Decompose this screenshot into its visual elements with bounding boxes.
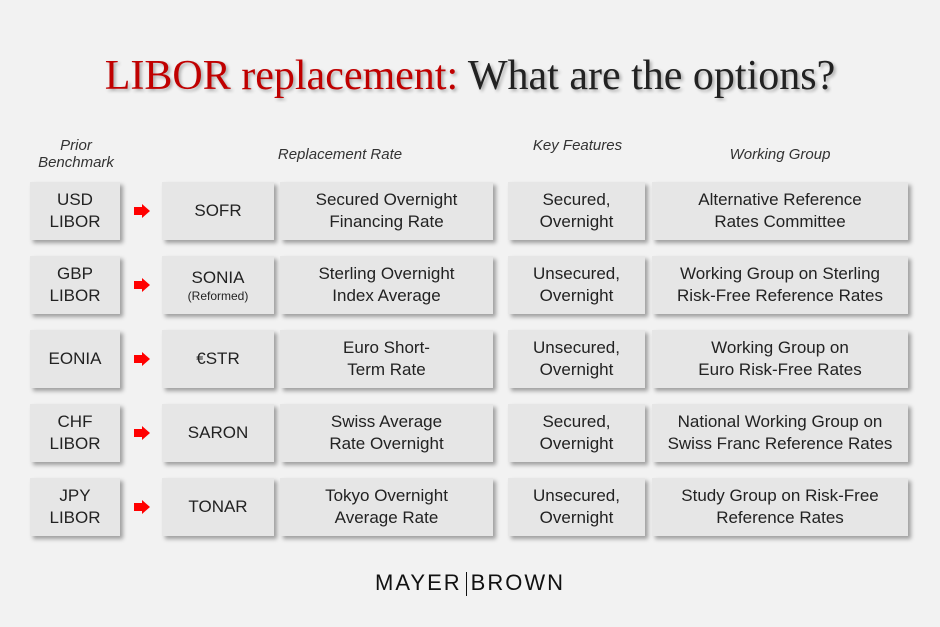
cell-text: TONAR — [188, 497, 248, 516]
cell-group: Working Group on Sterling Risk-Free Refer… — [652, 256, 908, 314]
cell-text: Alternative Reference — [698, 190, 862, 209]
cell-text: LIBOR — [49, 212, 101, 231]
cell-name: Sterling Overnight Index Average — [280, 256, 493, 314]
cell-text: USD — [57, 190, 93, 209]
cell-code: SONIA (Reformed) — [162, 256, 274, 314]
cell-group: National Working Group on Swiss Franc Ref… — [652, 404, 908, 462]
cell-features: Unsecured, Overnight — [508, 478, 645, 536]
cell-features: Unsecured, Overnight — [508, 330, 645, 388]
cell-text: Secured, — [542, 190, 611, 209]
cell-group: Study Group on Risk-Free Reference Rates — [652, 478, 908, 536]
cell-prior: EONIA — [30, 330, 120, 388]
cell-text: Overnight — [539, 434, 614, 453]
cell-text: Financing Rate — [329, 212, 444, 231]
right-arrow-icon — [134, 426, 150, 440]
cell-text: Swiss Average — [330, 412, 443, 431]
header-working-group: Working Group — [729, 146, 831, 163]
right-arrow-icon — [134, 352, 150, 366]
right-arrow-icon — [134, 204, 150, 218]
cell-text: Unsecured, — [533, 264, 620, 283]
cell-text: Working Group on Sterling — [679, 264, 880, 283]
cell-text: Sterling Overnight — [318, 264, 455, 283]
cell-group: Working Group on Euro Risk-Free Rates — [652, 330, 908, 388]
cell-text: LIBOR — [49, 508, 101, 527]
cell-text: LIBOR — [49, 434, 101, 453]
header-prior-benchmark: Prior Benchmark — [38, 137, 114, 171]
cell-group: Alternative Reference Rates Committee — [652, 182, 908, 240]
cell-text: Rate Overnight — [329, 434, 444, 453]
cell-text: National Working Group on — [677, 412, 883, 431]
cell-prior: JPY LIBOR — [30, 478, 120, 536]
cell-text: SARON — [187, 423, 249, 442]
cell-text: Overnight — [539, 360, 614, 379]
cell-text: CHF — [57, 412, 93, 431]
cell-text: Average Rate — [334, 508, 439, 527]
cell-text: Working Group on — [711, 338, 849, 357]
cell-code: TONAR — [162, 478, 274, 536]
cell-text: Risk-Free Reference Rates — [677, 286, 883, 305]
cell-text: Overnight — [539, 508, 614, 527]
cell-text: Overnight — [539, 286, 614, 305]
cell-code: SOFR — [162, 182, 274, 240]
cell-text: SOFR — [194, 201, 242, 220]
cell-text: EONIA — [48, 349, 102, 368]
header-key-features: Key Features — [532, 137, 623, 154]
right-arrow-icon — [134, 278, 150, 292]
cell-features: Unsecured, Overnight — [508, 256, 645, 314]
cell-text: JPY — [59, 486, 91, 505]
cell-name: Euro Short- Term Rate — [280, 330, 493, 388]
cell-features: Secured, Overnight — [508, 182, 645, 240]
cell-text: Index Average — [332, 286, 441, 305]
cell-text: Secured Overnight — [315, 190, 458, 209]
cell-text: Euro Risk-Free Rates — [698, 360, 862, 379]
cell-prior: USD LIBOR — [30, 182, 120, 240]
cell-code: €STR — [162, 330, 274, 388]
header-replacement-rate: Replacement Rate — [277, 146, 403, 163]
cell-name: Secured Overnight Financing Rate — [280, 182, 493, 240]
cell-prior: GBP LIBOR — [30, 256, 120, 314]
cell-text: Term Rate — [347, 360, 426, 379]
cell-text: Unsecured, — [533, 486, 620, 505]
right-arrow-icon — [134, 500, 150, 514]
cell-features: Secured, Overnight — [508, 404, 645, 462]
page-title: LIBOR replacement: What are the options? — [104, 53, 836, 99]
cell-text: Euro Short- — [343, 338, 430, 357]
cell-text: LIBOR — [49, 286, 101, 305]
cell-text: Secured, — [542, 412, 611, 431]
cell-text: Study Group on Risk-Free — [681, 486, 879, 505]
cell-text: SONIA — [191, 268, 245, 287]
cell-prior: CHF LIBOR — [30, 404, 120, 462]
mayer-brown-logo: MAYER BROWN — [375, 570, 565, 597]
cell-text: Swiss Franc Reference Rates — [667, 434, 893, 453]
cell-text: Overnight — [539, 212, 614, 231]
cell-text: Tokyo Overnight — [325, 486, 448, 505]
cell-text: Reference Rates — [716, 508, 844, 527]
cell-name: Tokyo Overnight Average Rate — [280, 478, 493, 536]
cell-name: Swiss Average Rate Overnight — [280, 404, 493, 462]
cell-text: Rates Committee — [714, 212, 846, 231]
cell-text: Unsecured, — [533, 338, 620, 357]
cell-text: GBP — [57, 264, 93, 283]
cell-text: (Reformed) — [187, 289, 249, 303]
cell-code: SARON — [162, 404, 274, 462]
cell-text: €STR — [196, 349, 240, 368]
